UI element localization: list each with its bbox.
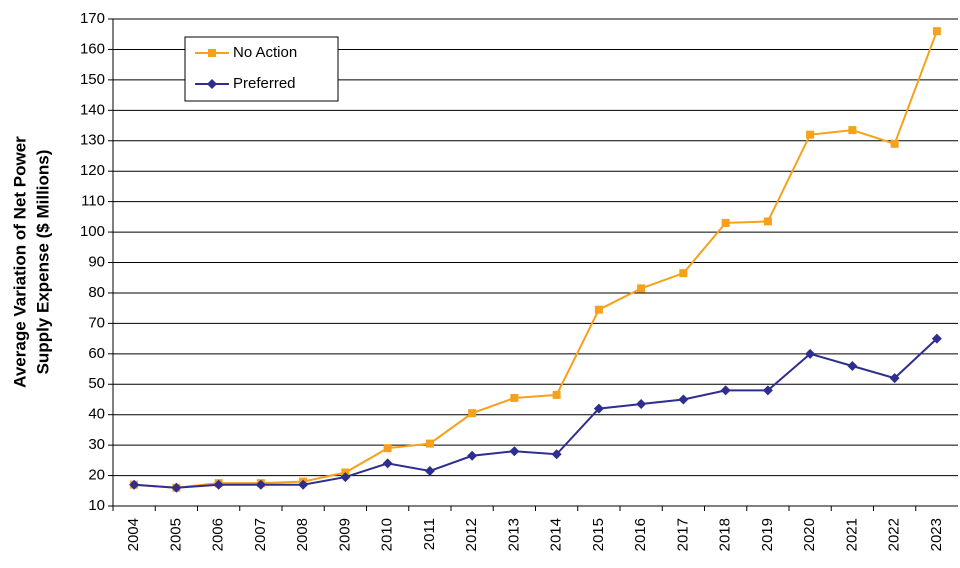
x-tick-label: 2023: [928, 518, 945, 551]
x-tick-label: 2019: [759, 518, 776, 551]
point: [383, 444, 392, 453]
legend-label: No Action: [233, 44, 297, 61]
point: [510, 393, 519, 402]
point: [340, 472, 351, 483]
point: [171, 482, 182, 493]
x-tick-label: 2017: [674, 518, 691, 551]
y-tick-label: 110: [81, 193, 105, 210]
legend-label: Preferred: [233, 75, 296, 92]
x-tick-label: 2021: [843, 518, 860, 551]
x-tick-label: 2004: [125, 518, 142, 551]
point: [889, 373, 900, 384]
x-tick-label: 2005: [167, 518, 184, 551]
x-tick-label: 2009: [336, 518, 353, 551]
y-tick-label: 10: [88, 497, 105, 514]
y-tick-label: 40: [88, 406, 105, 423]
y-tick-label: 30: [88, 436, 105, 453]
point: [593, 403, 604, 414]
point: [806, 130, 815, 139]
point: [552, 390, 561, 399]
point: [763, 217, 772, 226]
point: [424, 465, 435, 476]
y-tick-label: 50: [88, 375, 105, 392]
point: [467, 450, 478, 461]
point: [890, 139, 899, 148]
x-tick-label: 2016: [632, 518, 649, 551]
x-tick-label: 2015: [590, 518, 607, 551]
y-tick-label: 20: [88, 467, 105, 484]
y-tick-label: 100: [80, 223, 105, 240]
point: [762, 385, 773, 396]
point: [932, 27, 941, 36]
point: [847, 360, 858, 371]
legend-box: [184, 36, 339, 102]
y-tick-label: 150: [80, 71, 105, 88]
x-tick-label: 2010: [379, 518, 396, 551]
x-tick-label: 2011: [421, 518, 438, 550]
legend-marker: [207, 79, 217, 89]
point: [255, 479, 266, 490]
y-tick-label: 70: [88, 314, 105, 331]
point: [848, 126, 857, 135]
x-tick-label: 2006: [210, 518, 227, 551]
point: [805, 348, 816, 359]
point: [551, 449, 562, 460]
legend: No Action Preferred: [184, 36, 339, 102]
point: [298, 479, 309, 490]
x-tick-label: 2018: [717, 518, 734, 551]
series-line: [134, 30, 938, 489]
point: [636, 399, 647, 410]
y-tick-label: 60: [88, 345, 105, 362]
y-tick-label: 140: [80, 101, 105, 118]
point: [382, 458, 393, 469]
point: [720, 385, 731, 396]
x-tick-label: 2012: [463, 518, 480, 551]
point: [931, 333, 942, 344]
y-axis-label-line: Supply Expense ($ Millions): [33, 150, 52, 375]
point: [509, 446, 520, 457]
point: [678, 394, 689, 405]
y-tick-label: 120: [80, 162, 105, 179]
y-tick-label: 80: [88, 284, 105, 301]
y-axis-label-line: Average Variation of Net Power: [10, 136, 29, 388]
x-tick-label: 2014: [548, 518, 565, 551]
y-tick-label: 160: [80, 40, 105, 57]
series-line: [134, 337, 938, 489]
x-tick-label: 2008: [294, 518, 311, 551]
point: [594, 305, 603, 314]
x-tick-label: 2013: [505, 518, 522, 551]
point: [425, 439, 434, 448]
y-tick-label: 170: [80, 10, 105, 27]
point: [468, 409, 477, 418]
x-tick-label: 2020: [801, 518, 818, 551]
point: [721, 218, 730, 227]
x-tick-label: 2007: [252, 518, 269, 551]
y-tick-label: 90: [88, 253, 105, 270]
legend-marker: [208, 49, 216, 57]
y-axis-label: Average Variation of Net Power Supply Ex…: [10, 136, 52, 388]
point: [637, 284, 646, 293]
point: [213, 479, 224, 490]
y-tick-label: 130: [80, 132, 105, 149]
x-tick-label: 2022: [886, 518, 903, 551]
point: [679, 269, 688, 278]
point: [129, 479, 140, 490]
